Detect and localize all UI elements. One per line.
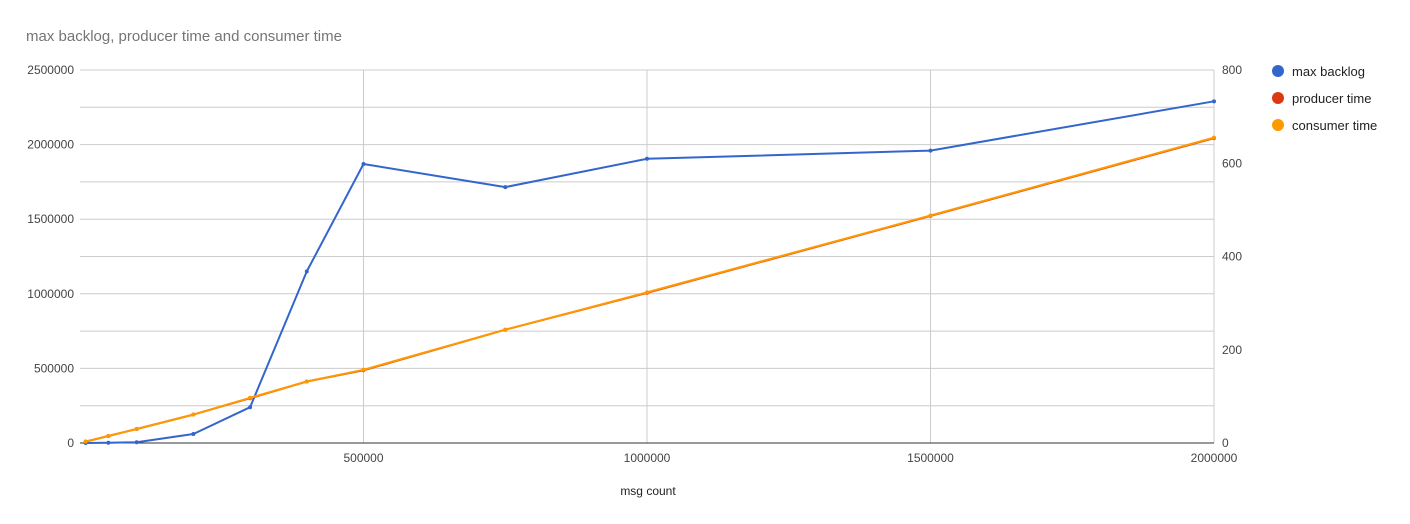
y2-tick-label: 600 xyxy=(1222,156,1242,170)
data-point-max-backlog xyxy=(361,161,366,166)
y-tick-label: 0 xyxy=(67,436,74,450)
legend-label: producer time xyxy=(1292,91,1371,106)
x-tick-label: 500000 xyxy=(343,451,383,465)
data-point-max-backlog xyxy=(928,148,933,153)
data-point-consumer-time xyxy=(503,327,508,332)
data-point-consumer-time xyxy=(361,367,366,372)
data-point-max-backlog xyxy=(248,405,253,410)
y-tick-label: 500000 xyxy=(34,361,74,375)
x-axis-ticks: 500000 1000000 1500000 2000000 xyxy=(343,451,1237,465)
y-tick-label: 1500000 xyxy=(27,212,74,226)
data-point-consumer-time xyxy=(304,379,309,384)
x-tick-label: 1000000 xyxy=(624,451,671,465)
data-point-max-backlog xyxy=(191,432,196,437)
data-point-consumer-time xyxy=(106,434,111,439)
x-tick-label: 2000000 xyxy=(1191,451,1238,465)
series-lines xyxy=(83,99,1216,445)
data-point-max-backlog xyxy=(134,440,139,445)
grid xyxy=(80,69,1215,444)
data-point-consumer-time xyxy=(248,395,253,400)
y2-tick-label: 800 xyxy=(1222,63,1242,77)
data-point-consumer-time xyxy=(134,427,139,432)
y-tick-label: 2500000 xyxy=(27,63,74,77)
y-tick-label: 1000000 xyxy=(27,287,74,301)
legend-label: max backlog xyxy=(1292,64,1365,79)
data-point-consumer-time xyxy=(191,412,196,417)
y2-tick-label: 0 xyxy=(1222,436,1229,450)
data-point-max-backlog xyxy=(503,185,508,190)
data-point-consumer-time xyxy=(1212,135,1216,140)
legend-marker xyxy=(1272,119,1284,131)
data-point-consumer-time xyxy=(83,439,88,444)
legend-marker xyxy=(1272,65,1284,77)
y2-tick-label: 200 xyxy=(1222,343,1242,357)
y-axis-ticks: 0 500000 1000000 1500000 2000000 2500000 xyxy=(27,63,74,450)
data-point-max-backlog xyxy=(106,440,111,445)
y2-axis-ticks: 0 200 400 600 800 xyxy=(1222,63,1242,450)
legend-label: consumer time xyxy=(1292,118,1377,133)
y2-tick-label: 400 xyxy=(1222,250,1242,264)
chart-title: max backlog, producer time and consumer … xyxy=(26,28,342,45)
legend: max backlog producer time consumer time xyxy=(1272,64,1377,133)
x-tick-label: 1500000 xyxy=(907,451,954,465)
data-point-consumer-time xyxy=(928,213,933,218)
data-point-max-backlog xyxy=(304,269,309,274)
data-point-max-backlog xyxy=(1212,99,1216,104)
data-point-max-backlog xyxy=(645,156,649,161)
y-tick-label: 2000000 xyxy=(27,138,74,152)
series-line-consumer-time xyxy=(85,136,1215,443)
legend-marker xyxy=(1272,92,1284,104)
data-point-consumer-time xyxy=(645,290,649,295)
x-axis-title: msg count xyxy=(620,484,676,498)
series-line-max-backlog xyxy=(85,100,1215,444)
